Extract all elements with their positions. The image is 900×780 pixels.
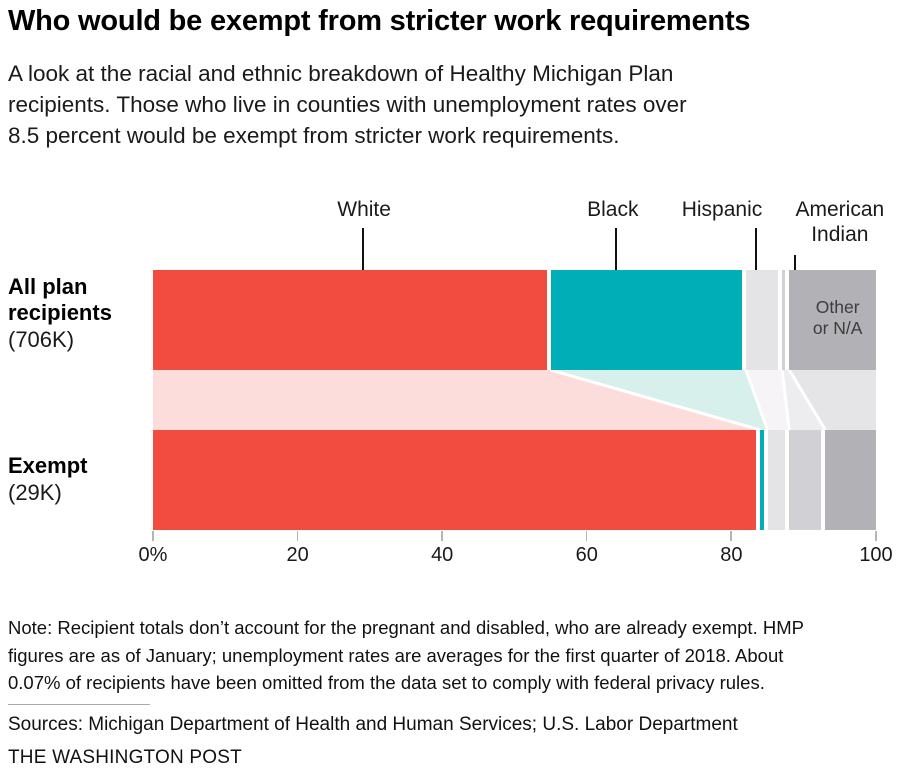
row-label-count: (29K) (8, 480, 62, 505)
note-line: figures are as of January; unemployment … (8, 644, 784, 666)
callout-leader-line (754, 228, 757, 285)
x-axis-tick-label: 100 (859, 544, 893, 566)
page-title: Who would be exempt from stricter work r… (8, 5, 751, 37)
bar-segment-black (760, 430, 768, 530)
x-axis-tick (296, 531, 299, 541)
subtitle-line: A look at the racial and ethnic breakdow… (8, 61, 674, 86)
x-axis-tick (875, 531, 877, 541)
flow-separator (550, 370, 761, 430)
flow-separator (744, 370, 769, 430)
bar-segment-white (153, 270, 551, 370)
x-axis-tick (441, 531, 443, 541)
row-label-count: (706K) (8, 327, 75, 352)
flow-ribbon-hispanic (745, 370, 790, 430)
bar-segment-black (550, 270, 746, 370)
flow-ribbon-other-or-n-a (789, 370, 876, 430)
subtitle-line: 8.5 percent would be exempt from stricte… (8, 123, 620, 148)
category-label: American Indian (795, 198, 885, 246)
x-axis-tick (730, 531, 732, 541)
subtitle-line: recipients. Those who live in counties w… (8, 92, 687, 117)
in-bar-label-other: Other or N/A (812, 297, 863, 338)
bar-segment-hispanic (767, 430, 790, 530)
bar-segment-other-or-n-a (789, 270, 876, 370)
x-axis-tick-label: 80 (720, 544, 743, 566)
bar-segment-american-indian (782, 270, 790, 370)
x-axis-tick-label: 0% (138, 544, 168, 566)
row-label-text: All plan recipients (8, 274, 112, 325)
note-line: 0.07% of recipients have been omitted fr… (8, 672, 765, 693)
bar-segment-white (153, 430, 761, 530)
bar-segment-american-indian (789, 430, 826, 530)
callout-leader-line (361, 228, 364, 285)
bar-exempt (153, 430, 876, 530)
callout-leader-line (614, 228, 617, 285)
x-axis-tick (152, 531, 154, 541)
footer-divider (8, 704, 150, 705)
bar-segment-hispanic (745, 270, 782, 370)
flow-separator (780, 370, 791, 430)
category-label: Black (587, 198, 639, 221)
bar-all-plan-recipients (153, 270, 876, 370)
chart-note: Note: Recipient totals don’t account for… (8, 614, 804, 697)
flow-ribbon-white (153, 370, 761, 430)
note-line: Note: Recipient totals don’t account for… (8, 617, 804, 638)
flow-ribbons (153, 370, 876, 430)
row-label: All plan recipients (706K) (8, 274, 153, 353)
sources-line: Sources: Michigan Department of Health a… (8, 714, 738, 735)
publisher-credit: THE WASHINGTON POST (8, 747, 242, 768)
category-label: White (337, 198, 391, 221)
row-label: Exempt (29K) (8, 453, 153, 506)
bar-segment-other-or-n-a (825, 430, 876, 530)
chart-subtitle: A look at the racial and ethnic breakdow… (8, 58, 687, 151)
category-label: Hispanic (681, 198, 763, 221)
stacked-bar-chart: White Black Hispanic American Indian All pla… (0, 195, 900, 585)
flow-ribbon-american-indian (782, 370, 826, 430)
x-axis-tick-label: 60 (575, 544, 598, 566)
x-axis-tick (585, 531, 588, 541)
x-axis-tick-label: 40 (431, 544, 454, 566)
x-axis-tick-label: 20 (286, 544, 309, 566)
row-label-text: Exempt (8, 453, 88, 478)
flow-separator (787, 370, 827, 430)
